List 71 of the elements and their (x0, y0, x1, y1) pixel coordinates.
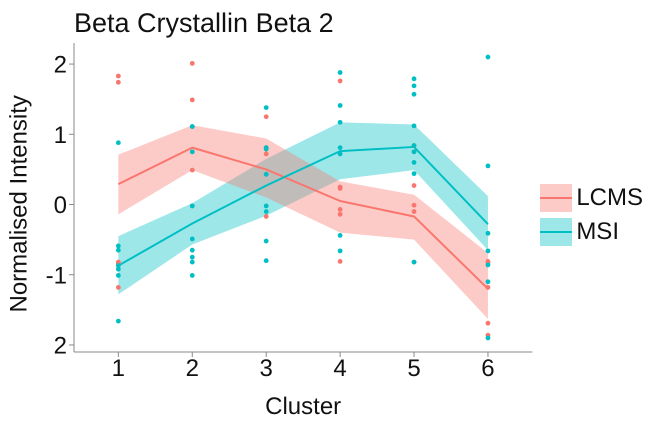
point (190, 97, 195, 102)
point (486, 54, 490, 60)
legend-label: LCMS (576, 184, 643, 212)
point (190, 273, 195, 278)
point (412, 123, 416, 128)
point (486, 279, 490, 284)
point (412, 202, 416, 208)
point (412, 209, 416, 214)
y-tick-label: -1 (46, 262, 67, 290)
point (486, 248, 490, 254)
y-tick-label: 0 (54, 192, 67, 220)
x-axis-title: Cluster (265, 393, 342, 420)
x-tick-label: 6 (481, 355, 495, 382)
point (338, 145, 343, 150)
point (412, 171, 416, 176)
point (338, 259, 343, 264)
point (338, 212, 343, 217)
x-tick-label: 4 (333, 355, 347, 382)
point (190, 236, 195, 242)
point (338, 248, 343, 254)
legend-label: MSI (576, 218, 619, 246)
point (412, 76, 416, 82)
point (116, 284, 121, 290)
point (264, 152, 269, 156)
point (486, 320, 490, 326)
point (190, 248, 195, 253)
chart-title: Beta Crystallin Beta 2 (74, 8, 334, 39)
point (338, 233, 343, 238)
point (116, 273, 121, 278)
point (486, 164, 490, 168)
point (264, 209, 269, 214)
y-tick-label: 1 (54, 122, 67, 149)
point (338, 103, 343, 108)
point (486, 336, 490, 340)
point (190, 60, 195, 66)
point (412, 183, 416, 188)
x-tick-label: 2 (186, 355, 199, 382)
y-tick-label: 2 (54, 332, 67, 360)
x-tick-label: 3 (260, 355, 273, 382)
y-tick-label: 2 (54, 52, 67, 79)
point (486, 230, 490, 236)
point (264, 258, 269, 264)
point (486, 284, 490, 290)
point (264, 238, 269, 244)
point (116, 80, 121, 85)
x-tick-label: 1 (112, 355, 126, 382)
point (190, 168, 195, 173)
point (338, 78, 343, 84)
x-tick-label: 5 (407, 355, 421, 382)
point (412, 83, 416, 88)
point (338, 152, 343, 156)
point (264, 204, 269, 208)
point (412, 160, 416, 165)
point (486, 262, 490, 268)
line-series (117, 146, 489, 290)
point (264, 114, 269, 120)
point (116, 266, 121, 272)
point (190, 260, 195, 265)
y-axis-title: Normalised Intensity (6, 95, 33, 312)
point (116, 244, 121, 248)
point (264, 214, 269, 219)
point (116, 318, 121, 324)
point (412, 92, 416, 97)
point (116, 248, 121, 253)
point (190, 254, 195, 260)
point (116, 140, 121, 146)
point (264, 105, 269, 110)
point (338, 70, 343, 75)
point (338, 120, 343, 125)
point (116, 74, 121, 78)
point (338, 207, 343, 212)
